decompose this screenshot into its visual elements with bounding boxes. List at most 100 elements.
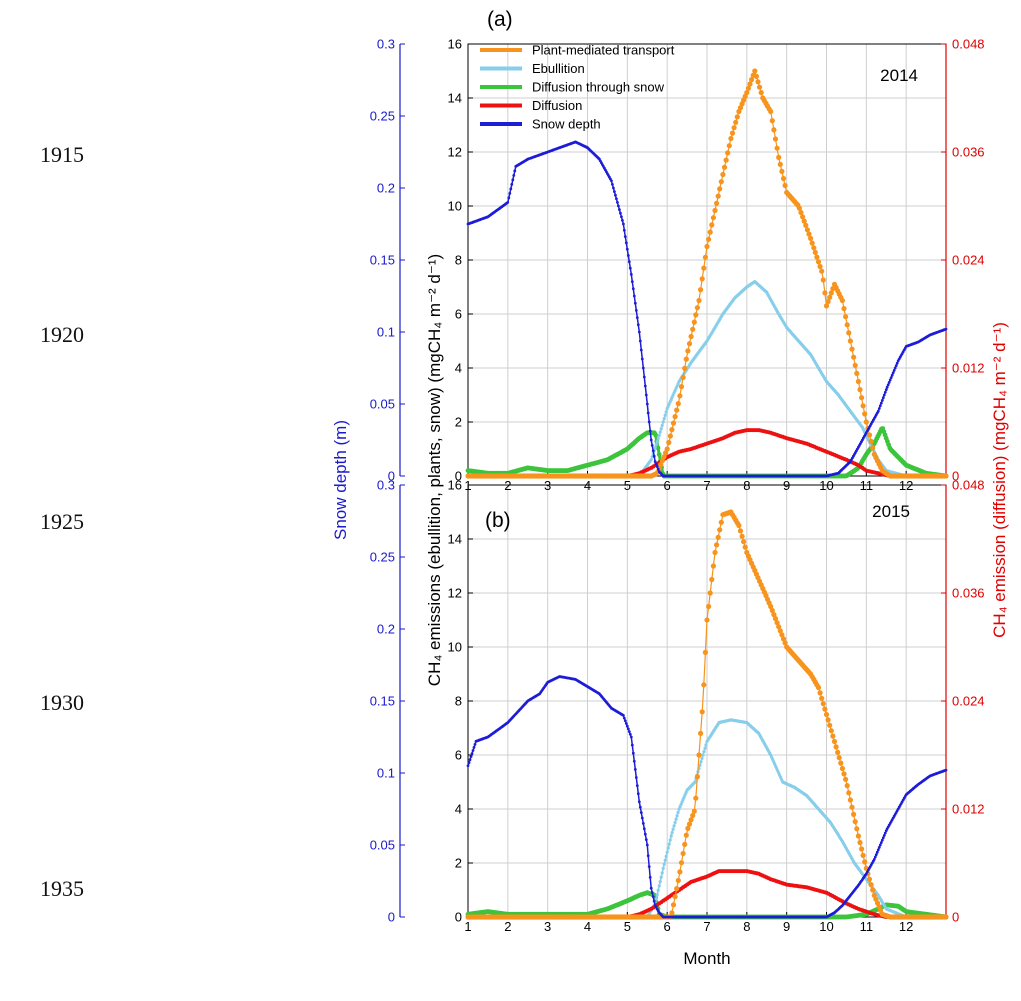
- data-point: [753, 73, 760, 79]
- data-point: [851, 811, 857, 818]
- data-point: [844, 322, 850, 328]
- data-point: [470, 752, 474, 755]
- data-point: [664, 446, 670, 452]
- data-point: [881, 836, 885, 840]
- data-point: [637, 800, 641, 804]
- data-point: [652, 454, 656, 458]
- data-point: [649, 458, 653, 462]
- data-point: [663, 413, 667, 417]
- data-point: [774, 620, 780, 626]
- data-point: [873, 855, 877, 859]
- data-point: [652, 899, 656, 903]
- x-tick-label: 2: [504, 919, 511, 934]
- legend-item: Diffusion: [480, 98, 582, 113]
- data-point: [870, 445, 876, 451]
- diffusion-tick-label: 0: [952, 910, 959, 925]
- data-point: [891, 371, 895, 375]
- snow-tick-label: 0.3: [377, 37, 395, 52]
- data-point: [831, 738, 838, 745]
- data-point: [690, 812, 696, 819]
- main-axis-title: CH₄ emissions (ebullition, plants, snow)…: [425, 254, 444, 686]
- y-tick-label: 6: [455, 748, 462, 763]
- data-point: [677, 869, 683, 875]
- data-point: [678, 384, 685, 390]
- data-point: [710, 563, 717, 569]
- data-point: [619, 211, 622, 215]
- data-point: [876, 409, 880, 413]
- data-point: [472, 746, 476, 749]
- data-point: [650, 444, 654, 447]
- data-point: [662, 862, 666, 866]
- panel-b: (b) 2015 Month: [465, 502, 949, 968]
- y-tick-label: 4: [455, 802, 462, 817]
- data-point: [878, 404, 882, 408]
- data-point: [649, 438, 653, 442]
- data-point: [880, 838, 884, 842]
- data-point: [772, 616, 779, 622]
- data-point: [880, 399, 884, 402]
- data-point: [877, 846, 881, 849]
- data-point: [838, 760, 844, 766]
- data-point: [640, 816, 644, 820]
- data-point: [852, 819, 858, 825]
- diffusion-tick-label: 0.048: [952, 37, 985, 52]
- data-point: [835, 749, 841, 755]
- snow-tick-label: 0.3: [377, 478, 395, 493]
- diffusion-tick-label: 0.024: [952, 253, 985, 268]
- data-point: [680, 850, 686, 857]
- data-point: [650, 891, 654, 894]
- data-point: [809, 240, 815, 246]
- data-point: [680, 800, 684, 804]
- data-point: [693, 795, 699, 801]
- data-point: [701, 682, 707, 688]
- data-point: [828, 290, 834, 296]
- data-point: [828, 728, 834, 734]
- data-point: [812, 249, 818, 255]
- data-point: [630, 280, 634, 283]
- data-point: [883, 831, 887, 835]
- data-point: [855, 833, 862, 839]
- data-point: [780, 175, 787, 182]
- data-point: [666, 846, 670, 850]
- data-point: [768, 108, 774, 115]
- data-point: [468, 758, 472, 762]
- data-point: [507, 196, 511, 200]
- data-point: [723, 157, 729, 163]
- data-point: [638, 339, 642, 343]
- data-point: [682, 795, 686, 799]
- data-point: [777, 628, 783, 634]
- data-point: [686, 821, 693, 827]
- data-point: [629, 273, 633, 276]
- data-point: [825, 717, 831, 723]
- data-point: [729, 130, 736, 136]
- data-point: [659, 427, 663, 431]
- diffusion-tick-label: 0.012: [952, 802, 985, 817]
- data-point: [658, 430, 662, 434]
- data-point: [758, 90, 764, 96]
- data-point: [698, 730, 704, 737]
- data-point: [690, 326, 696, 332]
- x-tick-label: 5: [624, 919, 631, 934]
- data-point: [631, 287, 635, 291]
- data-point: [691, 808, 697, 814]
- data-point: [839, 297, 846, 304]
- diffusion-tick-label: 0.024: [952, 694, 985, 709]
- y-tick-label: 2: [455, 415, 462, 430]
- data-point: [649, 886, 653, 890]
- y-tick-label: 0: [455, 469, 462, 484]
- data-point: [669, 910, 675, 916]
- data-point: [508, 192, 512, 195]
- data-point: [683, 832, 689, 838]
- data-point: [870, 887, 876, 893]
- data-point: [698, 287, 704, 293]
- data-point: [718, 519, 724, 525]
- data-point: [663, 858, 667, 862]
- line-number: 1915: [40, 142, 84, 167]
- snow-tick-label: 0: [388, 469, 395, 484]
- data-point: [890, 373, 894, 377]
- data-point: [628, 732, 632, 736]
- data-point: [694, 774, 701, 780]
- data-point: [682, 365, 688, 371]
- data-point: [876, 848, 880, 852]
